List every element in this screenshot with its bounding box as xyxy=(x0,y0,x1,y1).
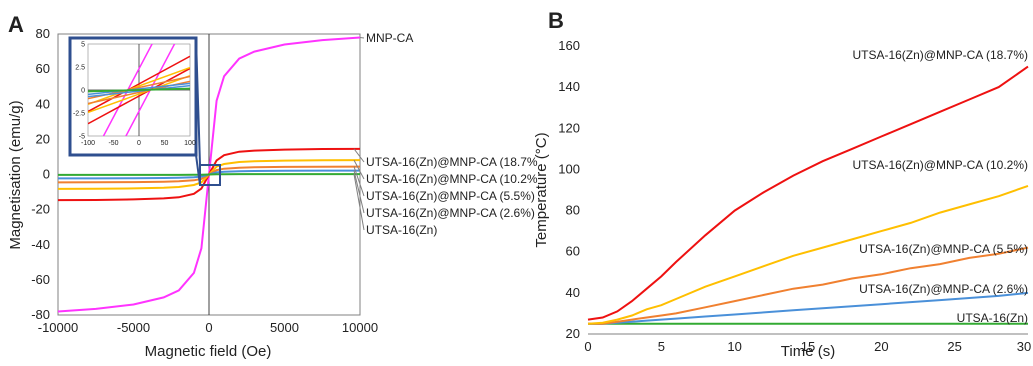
panel-a-y-tick-label: -60 xyxy=(31,272,50,287)
panel-a-x-tick-label: 0 xyxy=(205,320,212,335)
panel-b-y-tick-label: 20 xyxy=(566,326,580,341)
panel-a-y-tick-label: 0 xyxy=(43,167,50,182)
panel-a-y-tick-label: 60 xyxy=(36,61,50,76)
panel-b-y-tick-label: 140 xyxy=(558,79,580,94)
panel-a-inset-x-tick-label: 100 xyxy=(184,140,196,147)
panel-b-y-tick-label: 160 xyxy=(558,38,580,53)
panel-a-inset-y-tick-label: 5 xyxy=(81,42,85,49)
panel-a-series-label: UTSA-16(Zn)@MNP-CA (10.2% xyxy=(366,172,538,186)
panel-b-series-labels: UTSA-16(Zn)@MNP-CA (18.7%) UTSA-16(Zn)@MN… xyxy=(852,48,1028,325)
panel-b-x-axis-title: Time (s) xyxy=(781,343,835,360)
panel-b-y-tick-label: 40 xyxy=(566,285,580,300)
panel-a-inset-x-tick-label: 0 xyxy=(137,140,141,147)
panel-a-x-tick-label: 10000 xyxy=(342,320,378,335)
panel-a-inset-x-tick-label: -50 xyxy=(108,140,118,147)
panel-b-y-ticks: 20 40 60 80 100 120 140 160 xyxy=(558,38,580,341)
panel-a-x-tick-label: -5000 xyxy=(117,320,150,335)
panel-a-y-tick-label: 20 xyxy=(36,131,50,146)
panel-a-y-tick-label: -40 xyxy=(31,237,50,252)
panel-b-y-tick-label: 60 xyxy=(566,244,580,259)
panel-b-x-tick-label: 30 xyxy=(1017,339,1031,354)
panel-b-y-axis-title: Temperature (°C) xyxy=(533,132,550,247)
panel-a-inset-x-tick-label: 50 xyxy=(161,140,169,147)
panel-a-series-label: MNP-CA xyxy=(366,31,413,45)
panel-a-x-tick-label: -10000 xyxy=(38,320,78,335)
panel-a-inset-y-tick-label: -2.5 xyxy=(73,111,85,118)
panel-b-letter: B xyxy=(548,8,564,33)
panel-b-x-tick-label: 20 xyxy=(874,339,888,354)
panel-a-y-tick-label: 40 xyxy=(36,96,50,111)
panel-b-x-tick-label: 25 xyxy=(947,339,961,354)
panel-a-inset-y-tick-label: 0 xyxy=(81,88,85,95)
panel-a-x-tick-label: 5000 xyxy=(270,320,299,335)
panel-b-y-tick-label: 80 xyxy=(566,203,580,218)
panel-a-y-tick-label: 80 xyxy=(36,26,50,41)
panel-b-y-tick-label: 100 xyxy=(558,161,580,176)
panel-a-inset-x-tick-label: -100 xyxy=(81,140,95,147)
panel-b-series-label: UTSA-16(Zn)@MNP-CA (2.6%) xyxy=(859,282,1028,296)
panel-b-series-label: UTSA-16(Zn)@MNP-CA (18.7%) xyxy=(852,48,1028,62)
panel-a-letter: A xyxy=(8,12,24,37)
panel-a-series-label: UTSA-16(Zn) xyxy=(366,223,437,237)
panel-b-series-label: UTSA-16(Zn)@MNP-CA (10.2%) xyxy=(852,158,1028,172)
panel-a-x-ticks: -10000 -5000 0 5000 10000 xyxy=(38,320,378,335)
panel-a-series-utsa-16-zn xyxy=(58,174,360,175)
panel-b-series-label: UTSA-16(Zn) xyxy=(957,311,1028,325)
panel-a-x-axis-title: Magnetic field (Oe) xyxy=(145,343,272,360)
panel-a-y-tick-label: -20 xyxy=(31,202,50,217)
panel-a-series-label: UTSA-16(Zn)@MNP-CA (5.5%) xyxy=(366,189,535,203)
panel-b-x-tick-label: 10 xyxy=(727,339,741,354)
panel-b-y-tick-label: 120 xyxy=(558,120,580,135)
panel-b-x-tick-label: 0 xyxy=(584,339,591,354)
panel-a-series-label: UTSA-16(Zn)@MNP-CA (2.6%) xyxy=(366,206,535,220)
panel-a-inset-y-tick-label: 2.5 xyxy=(75,65,85,72)
panel-a-y-axis-title: Magnetisation (emu/g) xyxy=(7,100,24,249)
panel-b-series-label: UTSA-16(Zn)@MNP-CA (5.5%) xyxy=(859,242,1028,256)
panel-a-series-labels: MNP-CA UTSA-16(Zn)@MNP-CA (18.7% UTSA-16(Z… xyxy=(354,31,538,237)
panel-b-x-tick-label: 5 xyxy=(658,339,665,354)
panel-a-series-label: UTSA-16(Zn)@MNP-CA (18.7% xyxy=(366,155,538,169)
